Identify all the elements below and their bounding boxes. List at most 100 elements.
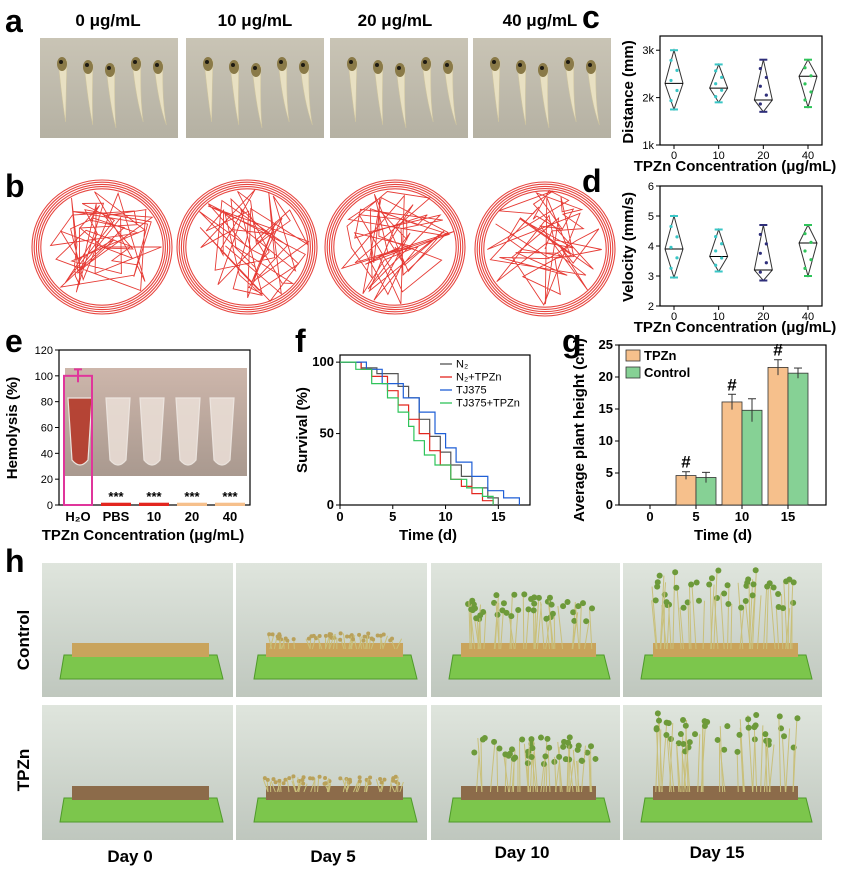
track-ring (476, 183, 614, 315)
zebrafish-head (299, 60, 309, 74)
sprout-leaf (328, 632, 333, 637)
sprout (792, 718, 798, 793)
sprout (310, 778, 316, 793)
sprout (589, 608, 593, 650)
plot-frame (339, 354, 531, 506)
tray (448, 654, 611, 680)
panel-label-b: b (5, 168, 25, 204)
sprout-leaf (357, 779, 362, 784)
sprout-leaf (663, 599, 670, 606)
xtick-label: 5 (389, 509, 396, 524)
sprout (554, 756, 557, 793)
sprout-leaf (575, 603, 582, 610)
tray (640, 797, 813, 823)
track-ring (483, 190, 607, 308)
sprout-leaf (469, 597, 476, 604)
sprout (379, 635, 382, 650)
track-ring (481, 188, 609, 310)
sprout (534, 597, 540, 650)
sprout (298, 779, 302, 793)
sprout (557, 606, 564, 650)
zebrafish-head (586, 60, 596, 74)
sprout-leaf (270, 632, 275, 637)
sprout-leaf (667, 736, 674, 743)
zebrafish (105, 65, 117, 129)
survival-line-2 (340, 361, 520, 505)
ytick-label: 20 (599, 369, 613, 384)
zebrafish-head (83, 60, 93, 74)
data-point (714, 235, 718, 239)
sprout-leaf (500, 600, 507, 607)
chart-e-ylabel: Hemolysis (%) (4, 377, 21, 480)
sprout (379, 779, 385, 793)
zebrafish-eye (518, 63, 522, 67)
xtick-label: 10 (147, 509, 161, 524)
zebrafish (538, 65, 550, 129)
sprout-leaf (491, 738, 498, 745)
track-ring (178, 181, 316, 313)
sprout (496, 748, 499, 793)
data-point (714, 263, 718, 267)
sprout-leaf (738, 604, 745, 611)
sprout (737, 582, 744, 650)
sprout (509, 594, 513, 650)
sprout (713, 570, 718, 650)
sprout (263, 779, 269, 793)
sprout (766, 583, 769, 650)
sprout (479, 618, 482, 650)
sprout-leaf (684, 599, 691, 606)
zebrafish (443, 62, 457, 126)
conc-header-2: 20 μg/mL (358, 11, 433, 30)
sprout-leaf (273, 780, 278, 785)
sprout (736, 751, 739, 793)
sprout-leaf (368, 775, 373, 780)
tray-content (653, 786, 798, 800)
ytick-label: 0 (47, 500, 53, 512)
sprout-leaf (361, 638, 366, 643)
zebrafish (373, 62, 384, 126)
chart-hemolysis-bar: 0 20 40 60 80 100 120 H₂O *** PBS *** 10 *** 20 *** 40 (35, 345, 251, 524)
data-point (669, 224, 673, 229)
sprout (668, 738, 675, 793)
bar-Control-10 (741, 409, 763, 506)
sprout (477, 737, 483, 793)
chart-d-ylabel: Velocity (mm/s) (620, 192, 637, 302)
sprout-leaf (369, 636, 374, 641)
sprout-leaf (701, 718, 708, 725)
sprout-leaf (281, 781, 286, 786)
sprout (727, 585, 730, 650)
vial-3 (175, 397, 201, 466)
track-ring (40, 188, 164, 306)
ytick-label: 4 (648, 241, 654, 253)
sprout-leaf (508, 613, 515, 620)
sprout (324, 635, 330, 650)
data-point (764, 93, 768, 97)
sprout-leaf (570, 609, 577, 616)
sprout-leaf (525, 606, 532, 613)
sprout-leaf (351, 637, 356, 642)
sprout-leaf (693, 579, 700, 586)
sprout-leaf (564, 599, 571, 606)
zebrafish-head (373, 60, 383, 74)
panel-label-a: a (5, 3, 23, 39)
data-point (809, 240, 813, 244)
sprout (342, 633, 346, 650)
data-point (764, 242, 768, 246)
chart-f-xlabel: Time (d) (399, 527, 457, 544)
sprout (391, 640, 396, 650)
data-point (803, 249, 807, 253)
sprout-leaf (566, 734, 573, 741)
zebrafish-eye (205, 60, 209, 64)
sprout (557, 741, 563, 793)
xtick-label: 5 (692, 509, 699, 524)
sprout-leaf (578, 757, 585, 764)
sprout-leaf (391, 778, 396, 783)
sprout-leaf (349, 633, 354, 638)
chart-c-xlabel: TPZn Concentration (μg/mL) (634, 158, 837, 175)
sprout (739, 734, 744, 793)
sprout-leaf (367, 781, 372, 786)
zebrafish (229, 62, 240, 126)
trajectory-1 (199, 189, 310, 302)
bar-PBS (101, 502, 131, 507)
xtick-label: 40 (802, 150, 814, 162)
